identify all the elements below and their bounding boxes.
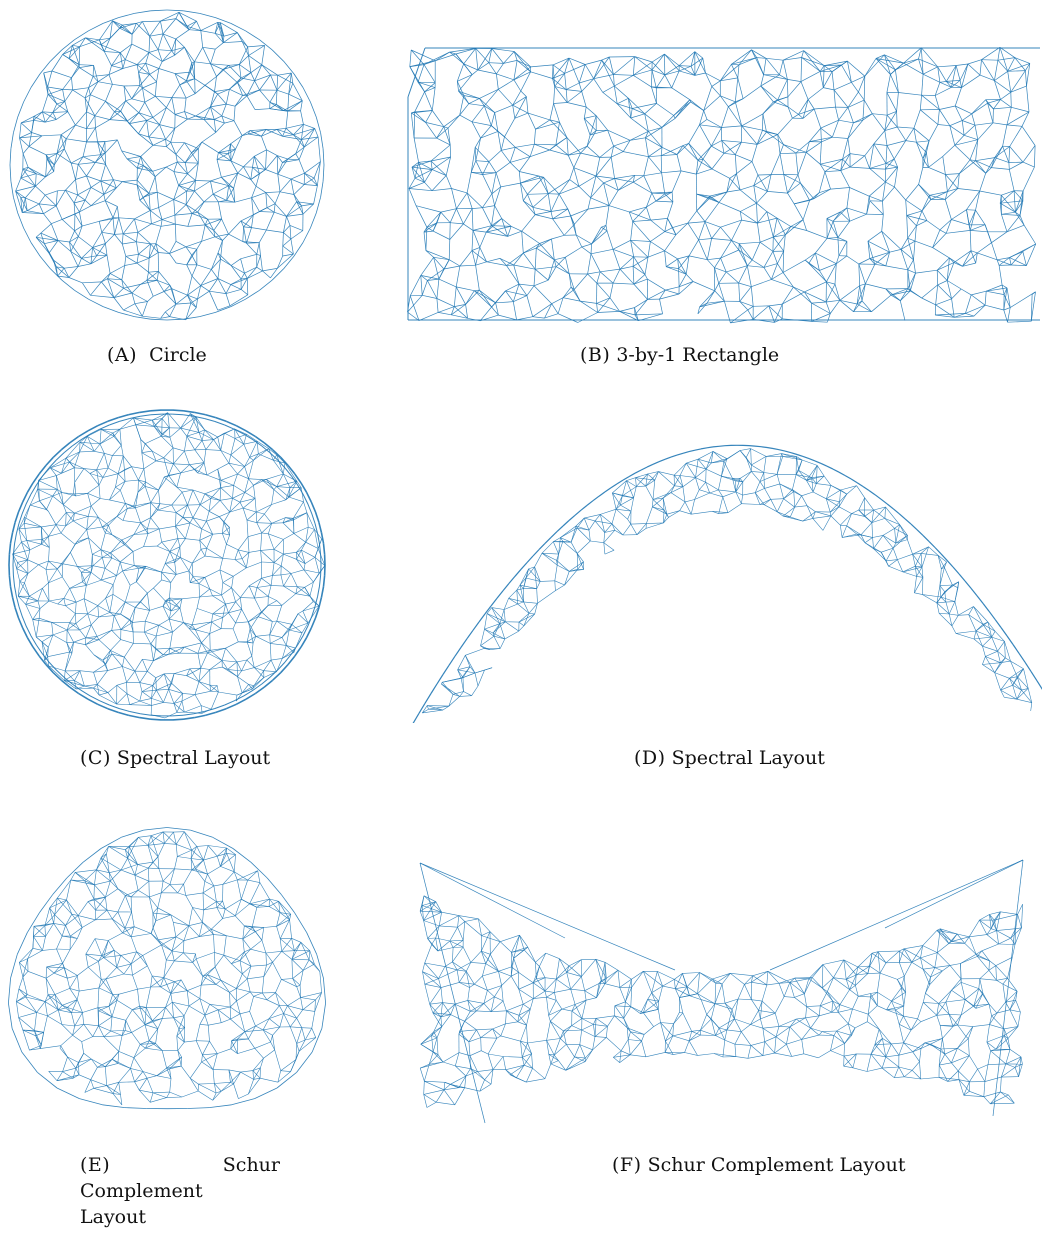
caption-e-line-2: Complement [80,1180,203,1202]
panel-f-schur-layout [415,858,1030,1130]
caption-c-text: Spectral Layout [116,747,271,769]
spectral-layout-arch-graphic [412,444,1042,723]
caption-b: (B) 3-by-1 Rectangle [580,342,779,368]
caption-b-text: 3-by-1 Rectangle [616,344,780,366]
caption-b-label: (B) [580,344,611,366]
panel-b-rectangle-mesh [405,45,1042,325]
caption-f: (F) Schur Complement Layout [612,1152,905,1178]
caption-d: (D) Spectral Layout [634,745,825,771]
panel-e-schur-layout [5,820,330,1135]
panel-d-spectral-layout [408,425,1042,723]
caption-f-text: Schur Complement Layout [647,1154,906,1176]
caption-c: (C) Spectral Layout [80,745,270,771]
schur-layout-blob-graphic [8,827,326,1110]
panel-c-spectral-layout [5,405,330,723]
caption-c-label: (C) [80,747,111,769]
spectral-layout-circle-graphic [8,409,326,721]
circle-mesh-graphic [9,9,325,321]
caption-d-text: Spectral Layout [671,747,825,769]
panel-a-circle-mesh [5,8,330,323]
caption-f-label: (F) [612,1154,642,1176]
caption-e-line-3: Layout [80,1206,146,1228]
caption-e: (E) Schur Complement Layout [80,1152,290,1230]
caption-d-label: (D) [634,747,666,769]
rectangle-mesh-graphic [407,47,1040,324]
caption-a-text: Circle [149,344,207,366]
caption-e-line-1: Schur [222,1154,280,1176]
caption-a: (A) Circle [107,342,207,368]
caption-e-label: (E) [80,1154,111,1176]
schur-layout-bowtie-graphic [419,859,1024,1124]
caption-a-label: (A) [107,344,138,366]
